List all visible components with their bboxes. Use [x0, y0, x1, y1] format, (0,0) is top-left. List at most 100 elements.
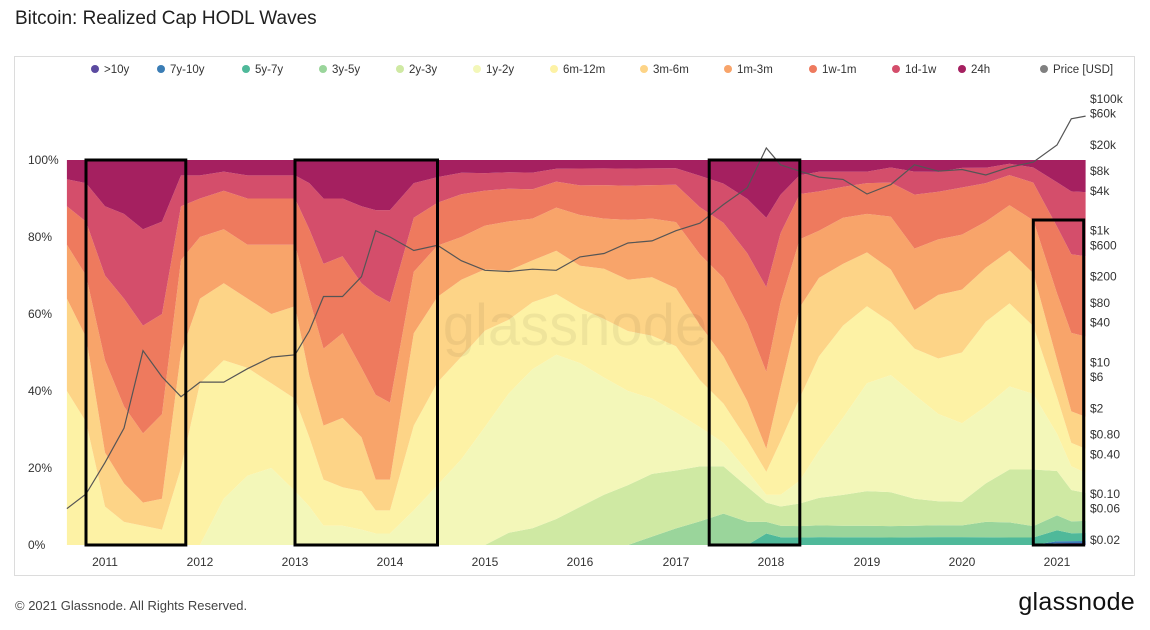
legend-label: 3y-5y	[332, 64, 361, 76]
y-axis-right: $0.02 $0.06$0.10 $0.40 $0.80 $2 $6$10 $40 $80 $2…	[1090, 92, 1124, 547]
legend-swatch	[91, 65, 99, 73]
legend-label: 2y-3y	[409, 64, 438, 76]
legend-item-7y-10y[interactable]: 7y-10y	[157, 64, 205, 76]
legend-item-2y-3y[interactable]: 2y-3y	[396, 64, 437, 76]
legend-label: 1y-2y	[486, 64, 515, 76]
legend-label: 1w-1m	[822, 64, 857, 76]
y-right-tick-label: $1k	[1090, 224, 1110, 238]
y-right-tick-label: $4k	[1090, 184, 1110, 198]
band-1w-1m	[66, 175, 1086, 434]
band-areas	[66, 160, 1086, 545]
x-tick-label: 2019	[854, 555, 881, 569]
chart-legend: >10y 7y-10y 5y-7y 3y-5y 2y-3y 1y-2y 6m-12m 3m-6…	[14, 64, 1135, 84]
legend-item-5y-7y[interactable]: 5y-7y	[242, 64, 283, 76]
band-5y-7y	[66, 530, 1086, 545]
legend-swatch	[396, 65, 404, 73]
y-right-tick-label: $100k	[1090, 92, 1124, 106]
x-tick-label: 2020	[949, 555, 976, 569]
legend-item-3m-6m[interactable]: 3m-6m	[640, 64, 689, 76]
legend-swatch	[724, 65, 732, 73]
y-right-tick-label: $0.10	[1090, 487, 1120, 501]
legend-swatch	[550, 65, 558, 73]
highlight-box	[707, 158, 802, 547]
legend-swatch	[473, 65, 481, 73]
y-left-tick-label: 40%	[28, 384, 52, 398]
highlight-boxes	[84, 158, 1086, 547]
band-2y-3y	[66, 466, 1086, 545]
legend-label: 3m-6m	[653, 64, 689, 76]
x-tick-label: 2018	[758, 555, 785, 569]
y-right-tick-label: $600	[1090, 238, 1117, 252]
y-axis-left: 0% 20% 40% 60% 80% 100%	[28, 153, 59, 552]
legend-label: 1m-3m	[737, 64, 773, 76]
y-right-tick-label: $2	[1090, 401, 1104, 415]
legend-swatch	[958, 65, 966, 73]
y-right-tick-label: $10	[1090, 355, 1110, 369]
legend-label: 5y-7y	[255, 64, 284, 76]
legend-label: >10y	[104, 64, 130, 76]
x-tick-label: 2021	[1044, 555, 1071, 569]
legend-label: 24h	[971, 64, 991, 76]
y-left-tick-label: 20%	[28, 461, 52, 475]
y-right-tick-label: $8k	[1090, 164, 1110, 178]
legend-item-1y-2y[interactable]: 1y-2y	[473, 64, 514, 76]
highlight-box	[1031, 218, 1086, 547]
legend-item-1m-3m[interactable]: 1m-3m	[724, 64, 773, 76]
band-6m-12m	[66, 294, 1086, 545]
watermark: glassnode	[443, 293, 707, 358]
highlight-box	[84, 158, 188, 547]
legend-swatch	[319, 65, 327, 73]
legend-swatch	[640, 65, 648, 73]
brand-logo: glassnode	[1018, 588, 1135, 616]
y-right-tick-label: $40	[1090, 316, 1110, 330]
legend-item-3y-5y[interactable]: 3y-5y	[319, 64, 360, 76]
legend-swatch	[157, 65, 165, 73]
legend-item-1d-1w[interactable]: 1d-1w	[892, 64, 936, 76]
legend-item-1w-1m[interactable]: 1w-1m	[809, 64, 857, 76]
y-right-tick-label: $0.80	[1090, 428, 1120, 442]
highlight-box	[293, 158, 439, 547]
x-tick-label: 2011	[92, 555, 118, 569]
band-3y-5y	[66, 513, 1086, 545]
legend-item-price-usd[interactable]: Price [USD]	[1040, 64, 1113, 76]
band-24h	[66, 160, 1086, 230]
x-axis: 2011 2012 2013 2014 2015 2016 2017 2018 2019 2020…	[92, 555, 1071, 569]
y-right-tick-label: $200	[1090, 270, 1117, 284]
band-3m-6m	[66, 250, 1086, 530]
copyright-footer: © 2021 Glassnode. All Rights Reserved.	[15, 598, 248, 613]
x-tick-label: 2016	[567, 555, 594, 569]
legend-label: 6m-12m	[563, 64, 606, 76]
legend-label: Price [USD]	[1053, 64, 1114, 76]
y-right-tick-label: $0.40	[1090, 447, 1120, 461]
legend-item-10y[interactable]: >10y	[91, 64, 129, 76]
price-line-group	[66, 115, 1086, 510]
legend-label: 7y-10y	[170, 64, 205, 76]
legend-swatch	[892, 65, 900, 73]
legend-swatch	[809, 65, 817, 73]
y-right-tick-label: $0.06	[1090, 502, 1120, 516]
x-tick-label: 2013	[282, 555, 309, 569]
y-right-tick-label: $20k	[1090, 138, 1117, 152]
band-1m-3m	[66, 205, 1086, 503]
chart-frame	[14, 56, 1135, 576]
x-tick-label: 2015	[472, 555, 499, 569]
band-1d-1w	[66, 163, 1086, 326]
legend-item-6m-12m[interactable]: 6m-12m	[550, 64, 605, 76]
y-left-tick-label: 60%	[28, 307, 52, 321]
y-right-tick-label: $80	[1090, 296, 1110, 310]
legend-swatch	[242, 65, 250, 73]
y-right-tick-label: $6	[1090, 370, 1104, 384]
y-left-tick-label: 80%	[28, 230, 52, 244]
x-tick-label: 2012	[187, 555, 214, 569]
y-right-tick-label: $0.02	[1090, 533, 1120, 547]
y-left-tick-label: 100%	[28, 153, 59, 167]
legend-label: 1d-1w	[905, 64, 937, 76]
x-tick-label: 2017	[663, 555, 690, 569]
band-1y-2y	[66, 354, 1086, 545]
y-left-tick-label: 0%	[28, 538, 46, 552]
x-tick-label: 2014	[377, 555, 404, 569]
legend-item-24h[interactable]: 24h	[958, 64, 990, 76]
y-right-tick-label: $60k	[1090, 107, 1117, 121]
chart-title: Bitcoin: Realized Cap HODL Waves	[15, 8, 317, 29]
